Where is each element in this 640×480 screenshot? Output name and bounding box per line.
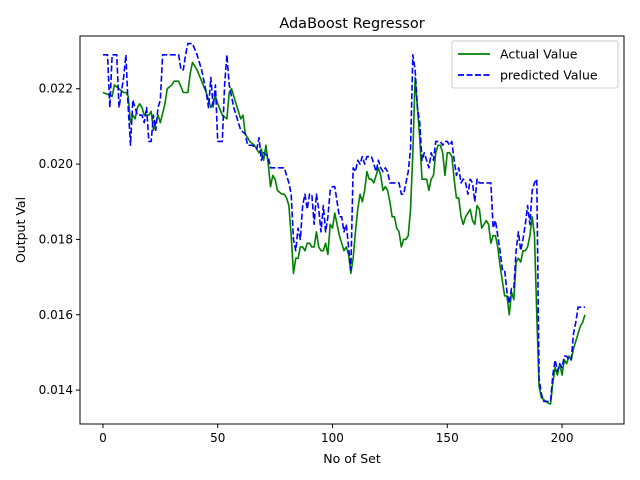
x-tick-label-3: 150 bbox=[436, 431, 459, 445]
x-axis: 0 50 100 150 200 bbox=[99, 424, 573, 445]
legend-label-1: predicted Value bbox=[500, 68, 598, 83]
series-line-1 bbox=[102, 42, 585, 403]
x-tick-label-1: 50 bbox=[210, 431, 225, 445]
series-line-0 bbox=[102, 61, 586, 405]
y-tick-label-4: 0.022 bbox=[39, 82, 73, 96]
series-lines bbox=[102, 42, 586, 405]
chart-title: AdaBoost Regressor bbox=[279, 16, 424, 32]
legend: Actual Value predicted Value bbox=[451, 40, 619, 89]
plot-area bbox=[80, 36, 624, 424]
x-tick-label-0: 0 bbox=[99, 431, 107, 445]
x-axis-label: No of Set bbox=[323, 451, 381, 466]
legend-box bbox=[451, 40, 619, 89]
axes-border bbox=[79, 35, 625, 425]
y-tick-label-3: 0.020 bbox=[39, 157, 73, 171]
legend-label-0: Actual Value bbox=[500, 47, 578, 62]
y-tick-label-2: 0.018 bbox=[39, 232, 73, 246]
x-tick-label-4: 200 bbox=[551, 431, 574, 445]
y-tick-label-0: 0.014 bbox=[39, 383, 73, 397]
y-tick-label-1: 0.016 bbox=[39, 308, 73, 322]
y-axis: 0.014 0.016 0.018 0.020 0.022 bbox=[39, 82, 80, 397]
x-tick-label-2: 100 bbox=[321, 431, 344, 445]
y-axis-label: Output Val bbox=[13, 197, 28, 263]
